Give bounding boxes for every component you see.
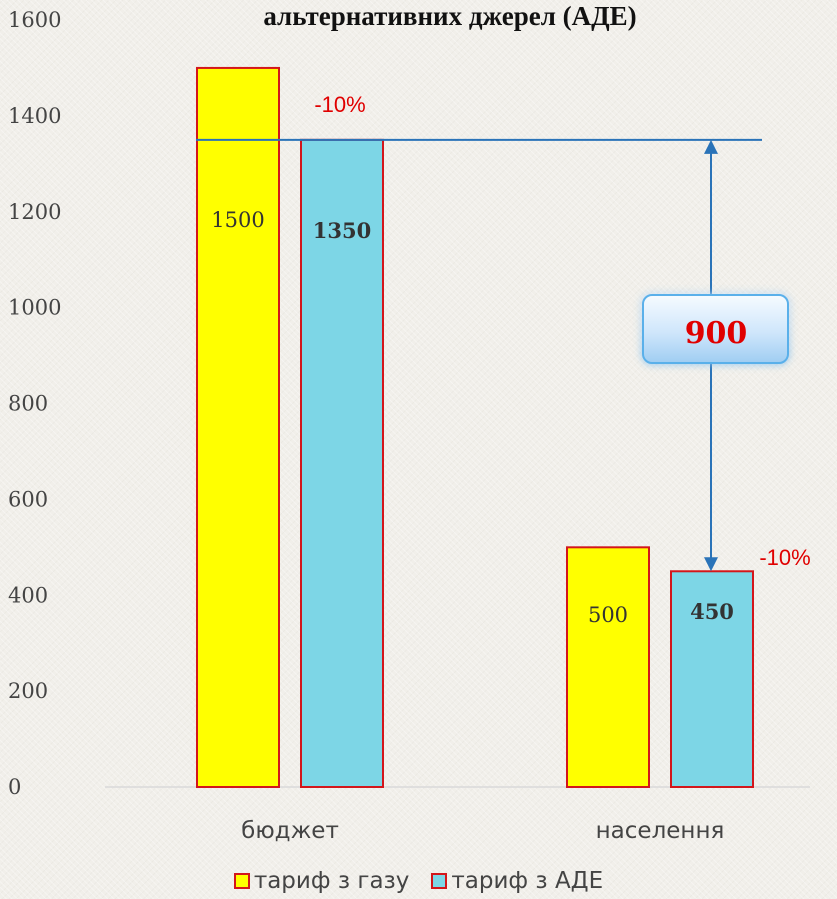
bar-value-label: 1350 [313,218,371,243]
chart-canvas: альтернативних джерел (АДЕ) 0 200 400 600 80… [8,1,811,844]
bar-value-label: 500 [588,603,628,627]
percent-label-budget: -10% [314,92,365,117]
y-tick-label: 600 [8,487,48,511]
bars-group: 1500 1350 500 450 [196,66,754,788]
y-tick-label: 200 [8,679,48,703]
legend-label-ade: тариф з АДЕ [451,868,604,894]
legend-swatch-gas [233,873,250,889]
x-tick-label: бюджет [241,818,339,844]
y-tick-label: 0 [8,775,21,799]
y-tick-label: 400 [8,583,48,607]
legend-label-gas: тариф з газу [253,868,410,894]
bar [300,138,384,788]
x-tick-label: населення [596,818,725,844]
y-tick-label: 1200 [8,200,61,224]
arrow-head-up [704,139,718,154]
difference-box [642,294,789,364]
y-axis: 0 200 400 600 800 1000 1200 1400 1600 [8,8,61,799]
bar [670,570,754,788]
chart-title: альтернативних джерел (АДЕ) [263,1,636,31]
y-tick-label: 1400 [8,104,61,128]
y-tick-label: 1600 [8,8,61,32]
y-tick-label: 1000 [8,296,61,320]
bar [196,66,280,788]
legend-swatch-ade [431,873,448,889]
x-axis: бюджет населення [241,818,724,844]
legend: тариф з газу тариф з АДЕ [0,868,837,894]
legend-item-ade: тариф з АДЕ [431,868,603,894]
bar [566,546,650,788]
percent-label-population: -10% [759,545,810,570]
legend-item-gas: тариф з газу [233,868,410,894]
y-tick-label: 800 [8,392,48,416]
difference-label: 900 [685,316,748,351]
bar-value-label: 450 [690,599,734,624]
annotations-group: 900 -10% -10% [196,92,811,572]
bar-value-label: 1500 [211,208,264,232]
arrow-head-down [704,557,718,572]
